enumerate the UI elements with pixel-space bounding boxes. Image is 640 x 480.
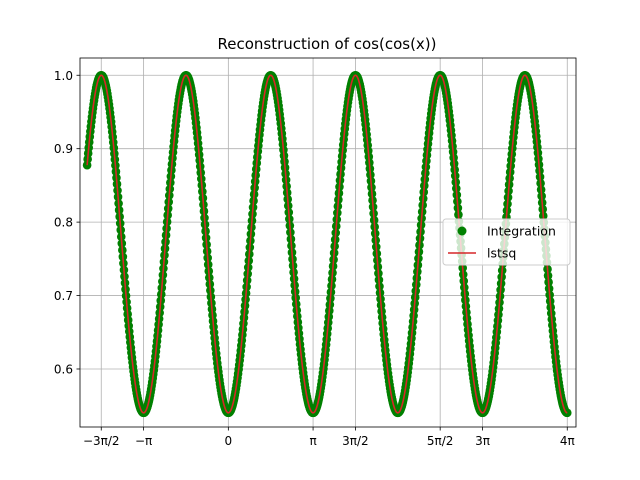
chart-title: Reconstruction of cos(cos(x)) xyxy=(217,35,436,53)
x-tick-label: −3π/2 xyxy=(83,434,120,448)
x-tick-label: −π xyxy=(135,434,152,448)
x-tick-label: 0 xyxy=(225,434,233,448)
x-tick-label: 4π xyxy=(560,434,575,448)
y-tick-label: 0.8 xyxy=(54,216,73,230)
legend-label-lstsq: lstsq xyxy=(487,246,516,261)
lstsq-line xyxy=(86,74,568,414)
y-axis: 0.6 0.7 0.8 0.9 1.0 xyxy=(54,69,80,376)
y-tick-label: 0.6 xyxy=(54,362,73,376)
grid xyxy=(80,58,576,427)
legend: Integration lstsq xyxy=(442,218,571,266)
y-tick-label: 0.9 xyxy=(54,142,73,156)
plot-frame xyxy=(79,57,577,428)
x-axis: −3π/2 −π 0 π 3π/2 5π/2 3π 4π xyxy=(83,427,575,448)
x-tick-label: 3π xyxy=(475,434,490,448)
legend-marker-integration xyxy=(457,226,467,236)
y-tick-label: 0.7 xyxy=(54,289,73,303)
x-tick-label: 5π/2 xyxy=(427,434,454,448)
x-tick-label: 3π/2 xyxy=(342,434,369,448)
x-tick-label: π xyxy=(309,434,316,448)
legend-label-integration: Integration xyxy=(487,224,556,239)
series-lstsq xyxy=(86,74,568,414)
y-tick-label: 1.0 xyxy=(54,69,73,83)
